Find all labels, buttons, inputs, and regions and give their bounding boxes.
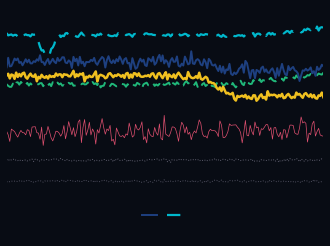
Legend: , : , — [138, 207, 192, 223]
